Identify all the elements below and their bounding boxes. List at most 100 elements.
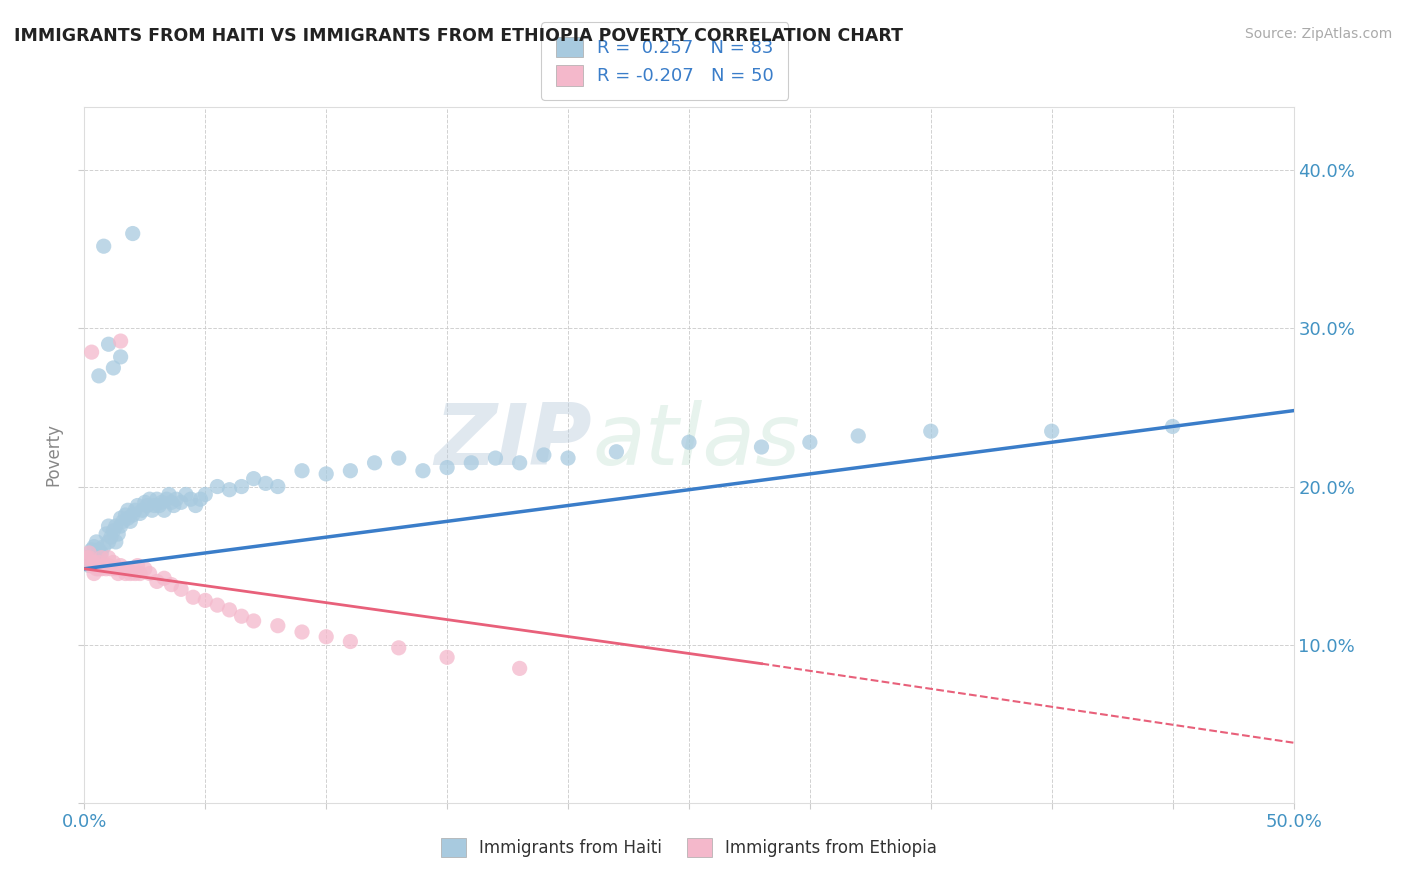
Legend: Immigrants from Haiti, Immigrants from Ethiopia: Immigrants from Haiti, Immigrants from E… (434, 831, 943, 864)
Point (94, 527, 117, 541)
Point (110, 558, 132, 573)
Point (77, 550, 100, 565)
Point (153, 503, 176, 517)
Point (134, 495, 156, 509)
Point (291, 464, 314, 478)
Point (146, 574, 169, 589)
Point (242, 614, 264, 628)
Point (218, 483, 240, 497)
Point (93, 239, 115, 253)
Point (90, 546, 112, 560)
Point (117, 562, 139, 576)
Point (1040, 424, 1063, 438)
Point (160, 577, 183, 591)
Point (339, 634, 361, 648)
Point (129, 566, 152, 581)
Point (846, 429, 869, 443)
Point (93, 540, 115, 554)
Point (83, 566, 105, 581)
Point (87, 368, 110, 383)
Point (90, 550, 112, 565)
Point (76, 550, 98, 565)
Point (104, 534, 127, 549)
Point (146, 492, 169, 507)
Point (148, 499, 170, 513)
Point (94, 562, 117, 576)
Point (104, 519, 127, 533)
Point (138, 566, 160, 581)
Point (131, 503, 153, 517)
Point (114, 566, 136, 581)
Point (97, 337, 120, 351)
Point (150, 495, 173, 509)
Point (127, 558, 149, 573)
Point (231, 609, 253, 624)
Point (121, 227, 143, 241)
Point (86, 534, 108, 549)
Point (291, 625, 314, 640)
Point (267, 479, 290, 493)
Point (114, 508, 136, 522)
Point (533, 448, 555, 462)
Point (97, 558, 120, 573)
Point (86, 558, 108, 573)
Point (77, 558, 100, 573)
Point (920, 424, 942, 438)
Point (184, 499, 207, 513)
Point (207, 479, 229, 493)
Point (80, 558, 103, 573)
Point (315, 630, 337, 644)
Point (103, 556, 125, 570)
Point (242, 472, 264, 486)
Point (315, 467, 337, 481)
Point (120, 514, 142, 528)
Point (117, 503, 139, 517)
Point (194, 487, 217, 501)
Point (339, 464, 361, 478)
Point (460, 456, 482, 470)
Point (103, 360, 125, 375)
Point (80, 550, 103, 565)
Point (155, 492, 177, 507)
Point (134, 562, 156, 576)
Point (799, 435, 821, 450)
Point (100, 530, 122, 544)
Point (87, 542, 110, 557)
Point (165, 492, 187, 507)
Point (90, 562, 112, 576)
Point (509, 456, 531, 470)
Point (77, 546, 100, 560)
Point (110, 350, 132, 364)
Point (388, 451, 411, 466)
Point (180, 492, 202, 507)
Text: ZIP: ZIP (434, 400, 592, 483)
Point (97, 519, 120, 533)
Point (751, 440, 773, 454)
Point (138, 492, 160, 507)
Text: Source: ZipAtlas.com: Source: ZipAtlas.com (1244, 27, 1392, 41)
Point (103, 524, 125, 538)
Point (143, 499, 166, 513)
Point (86, 558, 108, 573)
Point (110, 511, 132, 525)
Point (170, 495, 193, 509)
Point (436, 460, 458, 475)
Point (231, 479, 253, 493)
Point (104, 562, 127, 576)
Point (190, 492, 212, 507)
Point (412, 464, 434, 478)
Point (678, 435, 700, 450)
Point (129, 507, 152, 521)
Point (117, 511, 139, 525)
Point (136, 499, 159, 513)
Point (80, 345, 103, 359)
Point (170, 582, 193, 597)
Point (124, 566, 146, 581)
Point (80, 542, 103, 557)
Point (107, 566, 129, 581)
Point (97, 550, 120, 565)
Point (436, 650, 458, 665)
Point (121, 562, 143, 576)
Point (484, 451, 506, 466)
Point (121, 508, 143, 522)
